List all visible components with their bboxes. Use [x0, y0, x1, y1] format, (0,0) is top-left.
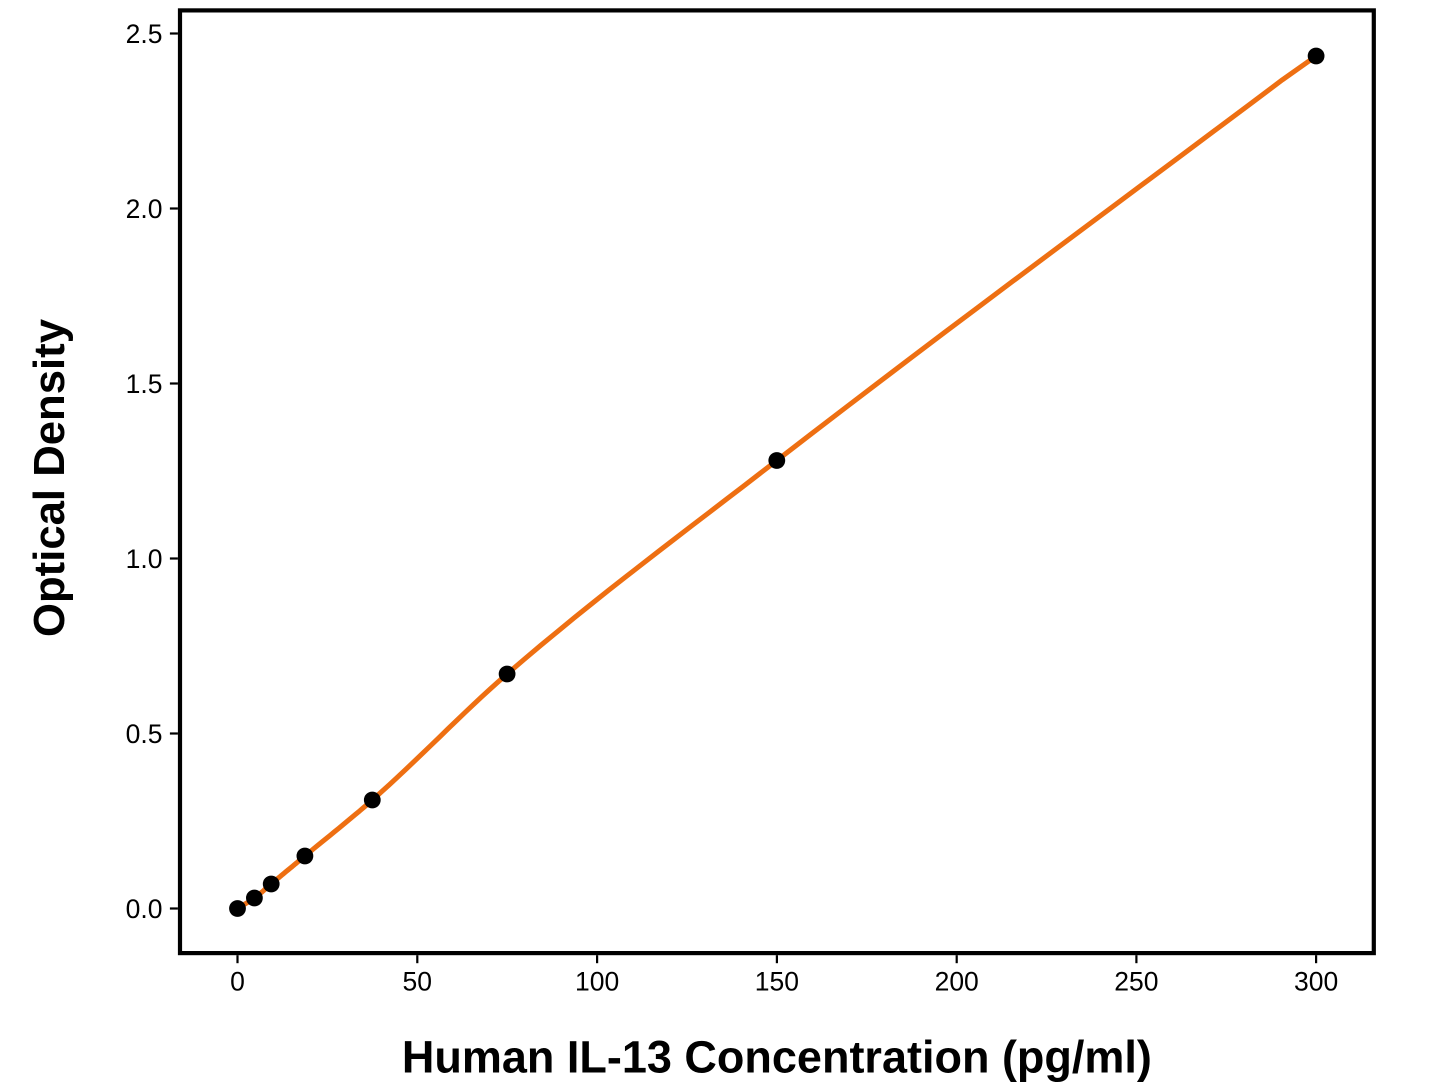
svg-text:50: 50	[403, 967, 432, 997]
svg-text:250: 250	[1114, 967, 1158, 997]
svg-text:100: 100	[575, 967, 619, 997]
svg-text:Optical Density: Optical Density	[25, 318, 74, 637]
svg-text:0.5: 0.5	[126, 719, 163, 749]
svg-text:200: 200	[935, 967, 979, 997]
svg-text:Human IL-13 Concentration (pg/: Human IL-13 Concentration (pg/ml)	[402, 1032, 1152, 1083]
svg-text:300: 300	[1294, 967, 1338, 997]
svg-text:2.5: 2.5	[126, 19, 163, 49]
svg-text:0.0: 0.0	[126, 894, 163, 924]
svg-text:1.0: 1.0	[126, 544, 163, 574]
svg-text:2.0: 2.0	[126, 194, 163, 224]
svg-text:1.5: 1.5	[126, 369, 163, 399]
svg-text:0: 0	[230, 967, 245, 997]
svg-text:150: 150	[755, 967, 799, 997]
